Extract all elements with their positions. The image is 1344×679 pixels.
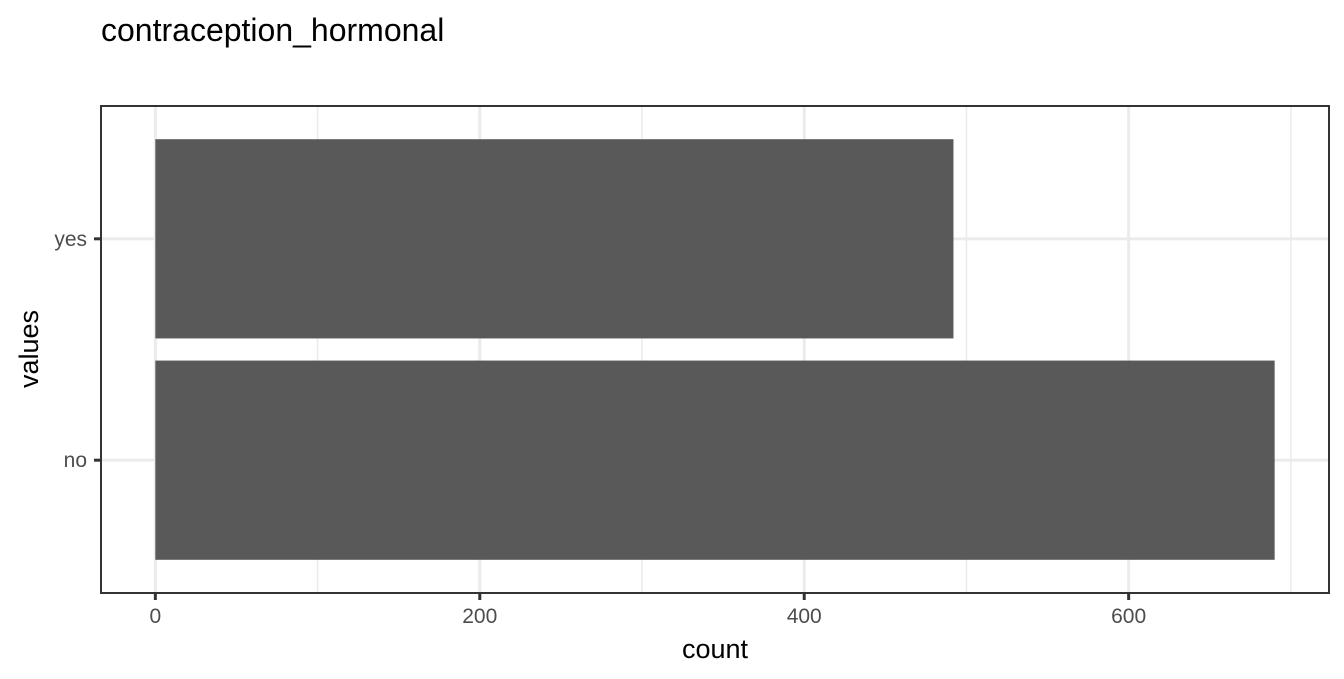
x-tick-label: 400 (787, 605, 822, 628)
x-tick-label: 200 (462, 605, 497, 628)
x-tick-label: 0 (149, 605, 161, 628)
x-axis-title: count (682, 634, 749, 664)
bar-yes (155, 139, 953, 338)
chart-title: contraception_hormonal (101, 12, 444, 48)
bar-no (155, 361, 1274, 560)
y-tick-label-no: no (64, 449, 87, 472)
x-tick-label: 600 (1111, 605, 1146, 628)
y-tick-label-yes: yes (54, 228, 87, 251)
y-axis-title: values (14, 310, 44, 388)
